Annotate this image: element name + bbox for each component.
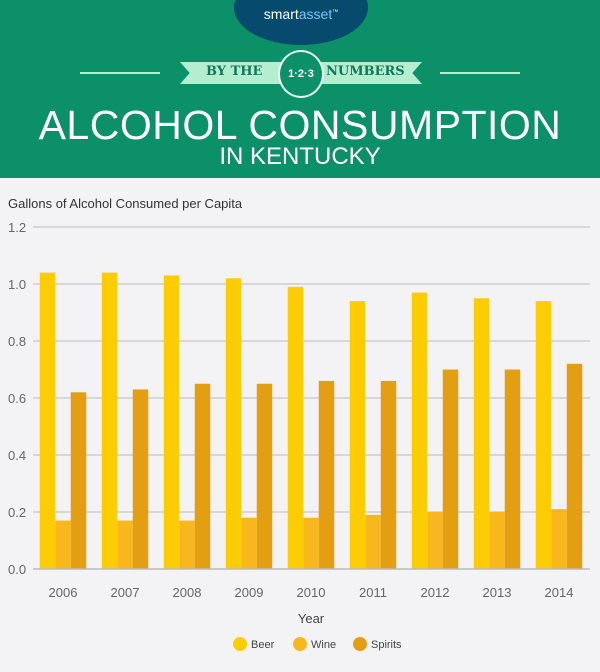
bar-spirits-2010 <box>318 380 335 569</box>
bar-spirits-2013 <box>504 369 521 569</box>
bar-beer-2007 <box>101 272 118 569</box>
x-tick-label: 2010 <box>297 585 326 600</box>
numbers-badge: 1·2·3 <box>278 50 324 98</box>
x-tick-label: 2012 <box>421 585 450 600</box>
bar-wine-2007 <box>117 520 133 569</box>
legend-marker-wine <box>293 637 307 651</box>
bar-beer-2006 <box>39 272 56 569</box>
bar-beer-2012 <box>411 292 428 569</box>
x-tick-label: 2014 <box>545 585 574 600</box>
bar-wine-2008 <box>179 520 195 569</box>
x-axis-label: Year <box>298 611 325 626</box>
legend-label-beer: Beer <box>251 639 275 651</box>
page-subtitle: IN KENTUCKY <box>219 143 381 170</box>
x-tick-label: 2011 <box>359 585 387 600</box>
bar-beer-2008 <box>163 275 180 569</box>
bar-spirits-2014 <box>566 363 583 569</box>
bar-wine-2014 <box>551 509 567 569</box>
x-tick-label: 2013 <box>483 585 512 600</box>
bar-wine-2013 <box>489 512 505 569</box>
y-tick-label: 0.6 <box>8 391 26 406</box>
x-tick-label: 2009 <box>235 585 264 600</box>
y-tick-label: 0.2 <box>8 505 26 520</box>
y-tick-label: 0.4 <box>8 448 26 463</box>
legend-label-wine: Wine <box>311 639 336 651</box>
legend-marker-spirits <box>353 637 367 651</box>
x-tick-label: 2008 <box>173 585 202 600</box>
divider-right <box>440 72 520 74</box>
bar-beer-2011 <box>349 301 366 569</box>
bar-spirits-2006 <box>70 392 87 569</box>
bar-spirits-2012 <box>442 369 459 569</box>
bar-wine-2011 <box>365 514 381 569</box>
x-tick-label: 2007 <box>111 585 140 600</box>
y-tick-label: 1.0 <box>8 277 26 292</box>
ribbon-left-text: BY THE <box>206 64 263 79</box>
bar-spirits-2011 <box>380 380 397 569</box>
x-tick-label: 2006 <box>49 585 78 600</box>
ribbon-right-text: NUMBERS <box>326 64 405 79</box>
bar-spirits-2007 <box>132 389 149 569</box>
bar-spirits-2009 <box>256 383 273 569</box>
page-title: ALCOHOL CONSUMPTION <box>38 102 562 148</box>
logo-tm: ™ <box>332 9 339 16</box>
bar-wine-2006 <box>55 520 71 569</box>
bar-beer-2009 <box>225 278 242 569</box>
y-tick-label: 0.0 <box>8 562 26 577</box>
divider-left <box>80 72 160 74</box>
legend-marker-beer <box>233 637 247 651</box>
bar-wine-2012 <box>427 512 443 569</box>
bar-wine-2009 <box>241 517 257 569</box>
y-tick-label: 1.2 <box>8 220 26 235</box>
legend-label-spirits: Spirits <box>371 639 402 651</box>
header-banner: smartasset™ BY THE NUMBERS 1·2·3 ALCOHOL… <box>0 0 600 178</box>
logo-text-smart: smart <box>263 6 299 22</box>
bar-beer-2014 <box>535 301 552 569</box>
bar-beer-2013 <box>473 298 490 569</box>
bar-wine-2010 <box>303 517 319 569</box>
bar-spirits-2008 <box>194 383 211 569</box>
y-axis-label: Gallons of Alcohol Consumed per Capita <box>8 196 243 211</box>
bar-beer-2010 <box>287 286 304 569</box>
y-tick-label: 0.8 <box>8 334 26 349</box>
logo-text-asset: asset <box>298 6 333 22</box>
